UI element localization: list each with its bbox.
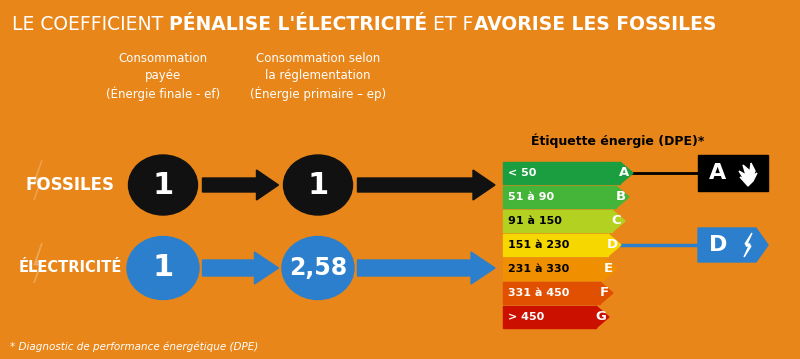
- Text: 151 à 230: 151 à 230: [508, 240, 570, 250]
- Bar: [503, 162, 620, 184]
- Text: B: B: [615, 191, 626, 204]
- Text: 91 à 150: 91 à 150: [508, 216, 562, 226]
- Polygon shape: [600, 282, 613, 304]
- Polygon shape: [620, 162, 633, 184]
- Bar: [503, 234, 608, 256]
- Ellipse shape: [129, 155, 198, 215]
- FancyArrow shape: [202, 170, 278, 200]
- Polygon shape: [612, 210, 625, 232]
- Text: LE COEFFICIENT: LE COEFFICIENT: [12, 15, 170, 34]
- Text: Consommation selon
la réglementation
(Énergie primaire – ep): Consommation selon la réglementation (Én…: [250, 52, 386, 101]
- Bar: [503, 258, 604, 280]
- Bar: [503, 186, 616, 208]
- Text: E: E: [604, 262, 613, 275]
- Text: 1: 1: [307, 171, 329, 200]
- Ellipse shape: [283, 155, 353, 215]
- Bar: [503, 282, 600, 304]
- Text: 51 à 90: 51 à 90: [508, 192, 554, 202]
- Text: * Diagnostic de performance énergétique (DPE): * Diagnostic de performance énergétique …: [10, 341, 258, 352]
- Text: A: A: [619, 167, 630, 180]
- Bar: [503, 306, 596, 328]
- Polygon shape: [34, 160, 42, 200]
- Text: Consommation
payée
(Énergie finale - ef): Consommation payée (Énergie finale - ef): [106, 52, 220, 101]
- Polygon shape: [34, 243, 42, 283]
- Polygon shape: [698, 228, 768, 262]
- Bar: [698, 155, 768, 191]
- Text: ÉLECTRICITÉ: ÉLECTRICITÉ: [18, 261, 122, 275]
- Text: AVORISE LES FOSSILES: AVORISE LES FOSSILES: [474, 15, 716, 34]
- Polygon shape: [739, 163, 757, 186]
- Text: C: C: [612, 214, 622, 228]
- Bar: [503, 210, 612, 232]
- FancyArrow shape: [202, 252, 278, 284]
- Text: > 450: > 450: [508, 312, 544, 322]
- Polygon shape: [744, 233, 752, 257]
- Text: D: D: [607, 238, 618, 252]
- FancyArrow shape: [358, 170, 495, 200]
- FancyArrow shape: [358, 252, 495, 284]
- Polygon shape: [604, 258, 617, 280]
- Text: Étiquette énergie (DPE)*: Étiquette énergie (DPE)*: [531, 134, 705, 148]
- Text: G: G: [595, 311, 606, 323]
- Polygon shape: [608, 234, 621, 256]
- Text: A: A: [710, 163, 726, 183]
- Text: 2,58: 2,58: [289, 256, 347, 280]
- Text: FOSSILES: FOSSILES: [26, 176, 114, 194]
- Text: 231 à 330: 231 à 330: [508, 264, 570, 274]
- Text: < 50: < 50: [508, 168, 536, 178]
- Text: PÉNALISE L'ÉLECTRICITÉ: PÉNALISE L'ÉLECTRICITÉ: [170, 15, 427, 34]
- Text: ET F: ET F: [427, 15, 474, 34]
- Text: 1: 1: [152, 171, 174, 200]
- Text: 1: 1: [152, 253, 174, 283]
- Ellipse shape: [282, 237, 354, 299]
- Text: 331 à 450: 331 à 450: [508, 288, 570, 298]
- Text: D: D: [709, 235, 727, 255]
- Polygon shape: [596, 306, 609, 328]
- Polygon shape: [616, 186, 629, 208]
- Text: F: F: [600, 286, 609, 299]
- Ellipse shape: [127, 237, 199, 299]
